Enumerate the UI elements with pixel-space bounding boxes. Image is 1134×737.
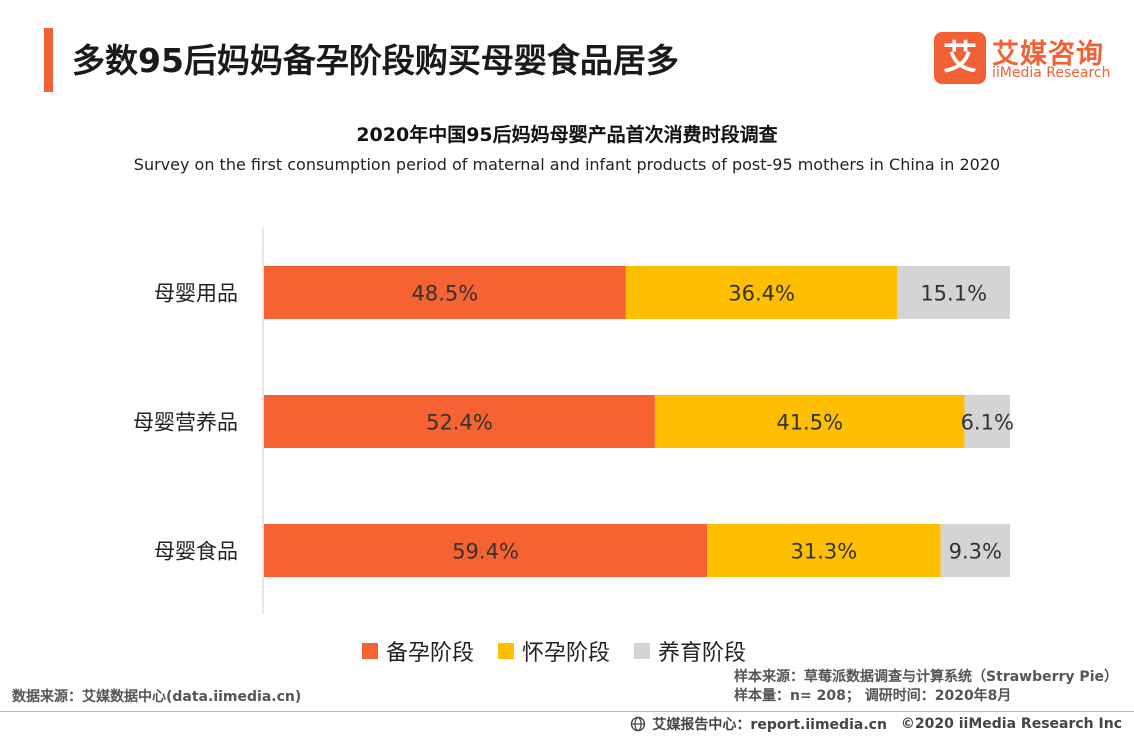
sample-source: 样本来源：草莓派数据调查与计算系统（Strawberry Pie） — [734, 669, 1118, 685]
data-label: 6.1% — [961, 411, 1014, 435]
logo-name-en: iiMedia Research — [992, 65, 1111, 81]
bar-segment — [654, 395, 965, 448]
bar-segment — [897, 266, 1010, 319]
bar-segment — [264, 266, 626, 319]
legend-swatch-stage3 — [634, 643, 651, 659]
title-accent-bar — [44, 28, 53, 92]
category-label: 母婴食品 — [154, 540, 238, 564]
footer-report-center: 艾媒报告中心：report.iimedia.cn — [652, 717, 887, 733]
data-label: 31.3% — [791, 540, 858, 564]
footer: 艾媒报告中心：report.iimedia.cn ©2020 iiMedia R… — [630, 714, 1122, 734]
category-label: 母婴营养品 — [133, 411, 238, 435]
legend-item-stage3: 养育阶段 — [634, 635, 746, 667]
legend-swatch-stage1 — [362, 643, 378, 659]
page-title: 多数95后妈妈备孕阶段购买母婴食品居多 — [72, 41, 679, 80]
data-label: 52.4% — [426, 411, 493, 435]
chart-subtitle: Survey on the first consumption period o… — [133, 155, 1001, 174]
globe-icon — [631, 716, 646, 732]
legend-item-stage2: 怀孕阶段 — [498, 635, 610, 667]
legend-label-stage2: 怀孕阶段 — [522, 641, 611, 666]
data-label: 48.5% — [412, 282, 479, 306]
legend-swatch-stage2 — [498, 643, 515, 659]
bar-segment — [264, 395, 655, 448]
bar-segment — [707, 524, 941, 577]
bar-segment — [940, 524, 1010, 577]
data-label: 41.5% — [776, 411, 843, 435]
legend-label-stage3: 养育阶段 — [658, 641, 747, 666]
brand-logo: 艾 艾媒咨询 iiMedia Research — [934, 32, 1124, 90]
logo-name-cn: 艾媒咨询 — [992, 39, 1104, 70]
category-label: 母婴用品 — [154, 282, 238, 306]
data-source: 数据来源：艾媒数据中心(data.iimedia.cn) — [12, 689, 302, 705]
sample-info: 样本来源：草莓派数据调查与计算系统（Strawberry Pie） 样本量：n=… — [734, 668, 1118, 706]
data-label: 9.3% — [949, 540, 1002, 564]
footer-copyright: ©2020 iiMedia Research Inc — [900, 716, 1122, 732]
chart-title: 2020年中国95后妈妈母婴产品首次消费时段调查 — [356, 124, 778, 146]
legend-label-stage1: 备孕阶段 — [386, 641, 475, 666]
bar-segment — [264, 524, 708, 577]
footer-divider — [0, 711, 1134, 712]
data-label: 36.4% — [728, 282, 795, 306]
legend-item-stage1: 备孕阶段 — [362, 635, 474, 667]
data-label: 15.1% — [920, 282, 987, 306]
logo-mark-icon: 艾 — [934, 32, 986, 84]
bar-segment — [964, 395, 1010, 448]
bar-segment — [625, 266, 898, 319]
data-label: 59.4% — [452, 540, 519, 564]
sample-size: 样本量：n= 208； 调研时间：2020年8月 — [734, 688, 1012, 704]
chart-legend: 备孕阶段 怀孕阶段 养育阶段 — [362, 636, 770, 666]
